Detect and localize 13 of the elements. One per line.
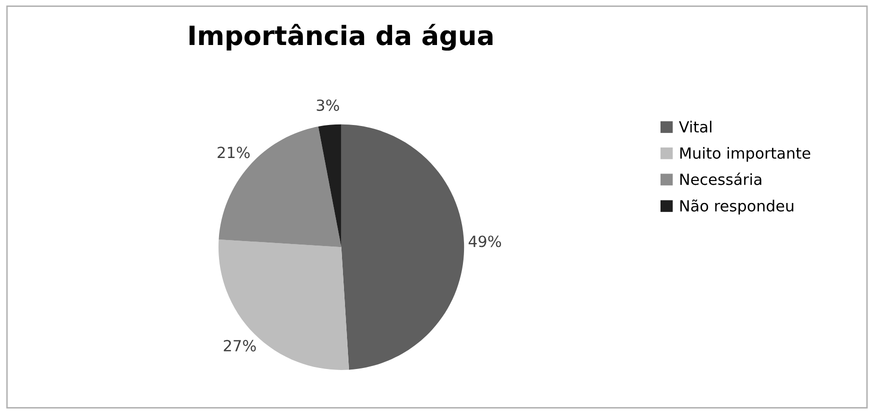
pie-slice: [218, 126, 342, 248]
data-label: 27%: [224, 340, 256, 352]
legend-label: Vital: [678, 120, 712, 133]
pie-slice: [341, 124, 464, 370]
legend-label: Necessária: [680, 172, 762, 186]
data-label: 21%: [218, 146, 250, 158]
legend-label: Muito importante: [680, 147, 810, 162]
pie-slice: [218, 239, 350, 370]
data-label: 49%: [468, 236, 502, 248]
legend-label: Não respondeu: [680, 200, 794, 215]
pie-slice: [318, 124, 342, 248]
data-label: 3%: [316, 99, 340, 111]
chart-title: Importância da água: [190, 24, 492, 51]
